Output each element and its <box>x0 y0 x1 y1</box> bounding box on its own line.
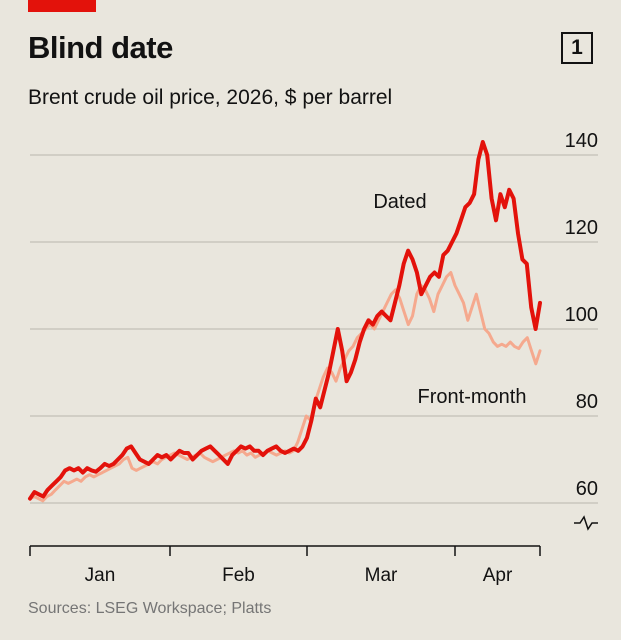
y-tick-label: 140 <box>565 130 598 152</box>
series-line-dated <box>28 140 542 501</box>
brand-accent-bar <box>28 0 96 12</box>
series-annotations: Dated Front-month <box>373 191 526 408</box>
source-note: Sources: LSEG Workspace; Platts <box>28 600 272 617</box>
y-tick-label: 60 <box>576 478 598 500</box>
axis-break-icon <box>574 515 598 531</box>
chart-subtitle: Brent crude oil price, 2026, $ per barre… <box>28 86 393 109</box>
gridlines <box>30 154 598 504</box>
y-axis-tick-labels: 60 80 100 120 140 <box>565 130 598 531</box>
x-tick-label-mar: Mar <box>365 565 398 586</box>
annotation-dated: Dated <box>373 191 426 213</box>
chart-number-badge: 1 <box>561 32 593 64</box>
x-tick-label-apr: Apr <box>483 565 513 586</box>
annotation-front-month: Front-month <box>418 386 527 408</box>
line-chart: 60 80 100 120 140 Jan Feb Mar Apr Dated Front-mo… <box>28 130 598 586</box>
x-tick-label-feb: Feb <box>222 565 255 586</box>
x-axis: Jan Feb Mar Apr <box>29 545 541 586</box>
chart-title: Blind date <box>28 30 173 65</box>
x-tick-label-jan: Jan <box>85 565 116 586</box>
y-tick-label: 100 <box>565 304 598 326</box>
series-lines <box>28 140 542 503</box>
y-tick-label: 120 <box>565 217 598 239</box>
y-tick-label: 80 <box>576 391 598 413</box>
